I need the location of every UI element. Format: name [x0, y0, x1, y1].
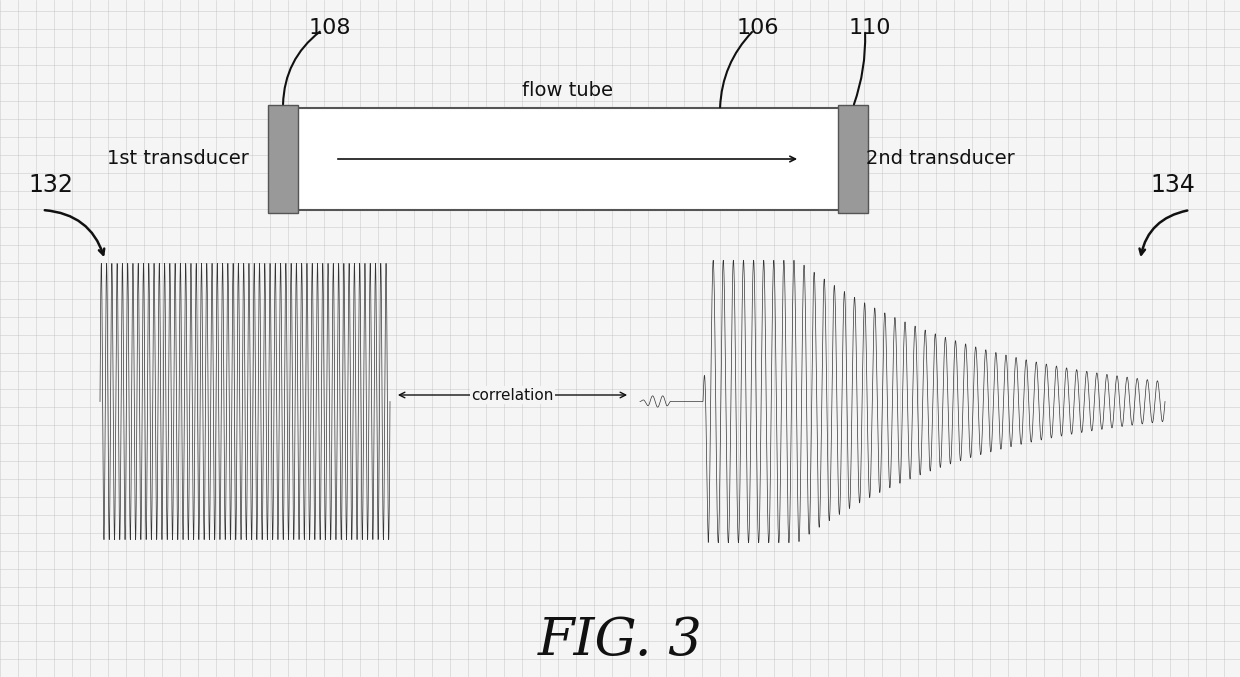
Text: correlation: correlation — [471, 387, 554, 403]
Bar — [838, 105, 868, 213]
Bar — [295, 108, 839, 210]
Text: 106: 106 — [737, 18, 779, 38]
Bar — [268, 105, 298, 213]
Text: 110: 110 — [848, 18, 892, 38]
Text: 2nd transducer: 2nd transducer — [866, 148, 1014, 167]
Text: 134: 134 — [1151, 173, 1195, 197]
Text: 1st transducer: 1st transducer — [107, 148, 249, 167]
Text: 132: 132 — [29, 173, 73, 197]
Text: 108: 108 — [309, 18, 351, 38]
Text: FIG. 3: FIG. 3 — [538, 615, 702, 665]
Text: flow tube: flow tube — [522, 81, 613, 100]
